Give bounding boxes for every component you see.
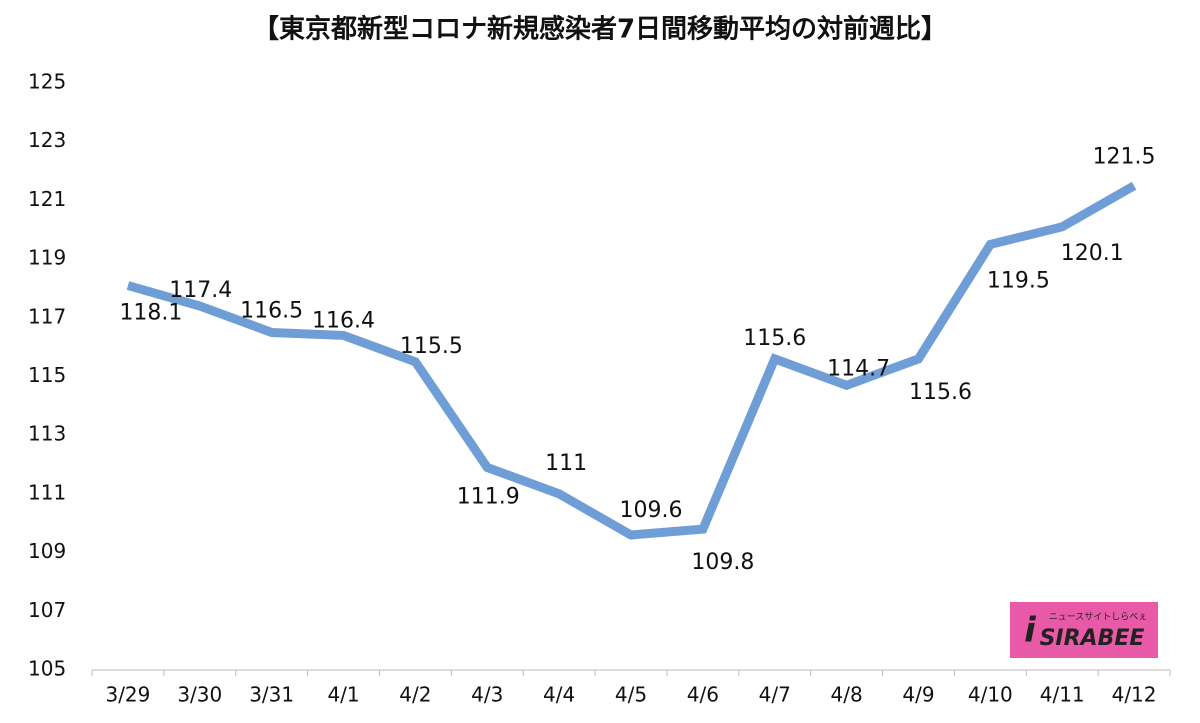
y-tick-label: 125 <box>28 70 66 94</box>
x-tick-label: 4/4 <box>543 683 575 707</box>
x-tick-label: 3/31 <box>249 683 294 707</box>
y-tick-label: 109 <box>28 539 66 563</box>
y-tick-label: 105 <box>28 657 66 681</box>
data-label: 116.4 <box>312 308 375 333</box>
logo-box <box>1010 602 1158 658</box>
x-tick-label: 4/6 <box>687 683 719 707</box>
x-tick-label: 3/30 <box>177 683 222 707</box>
x-tick-label: 3/29 <box>105 683 150 707</box>
x-tick-label: 4/8 <box>831 683 863 707</box>
logo-tagline: ニュースサイトしらべぇ <box>1049 612 1148 623</box>
line <box>126 181 1137 540</box>
x-tick-label: 4/1 <box>327 683 359 707</box>
x-tick-label: 4/10 <box>968 683 1013 707</box>
data-label: 111 <box>545 451 587 476</box>
data-label: 109.8 <box>691 550 754 575</box>
data-label: 117.4 <box>169 278 232 303</box>
data-label: 111.9 <box>457 484 520 509</box>
data-label: 115.5 <box>400 334 463 359</box>
data-label: 118.1 <box>119 301 182 326</box>
data-label: 115.6 <box>909 380 972 405</box>
x-tick-label: 4/3 <box>471 683 503 707</box>
data-label: 115.6 <box>743 326 806 351</box>
x-tick-label: 4/7 <box>759 683 791 707</box>
y-tick-label: 117 <box>28 304 66 328</box>
logo-text: SIRABEE <box>1040 626 1145 651</box>
y-tick-label: 107 <box>28 598 66 622</box>
x-tick-label: 4/9 <box>902 683 934 707</box>
y-tick-label: 113 <box>28 422 66 446</box>
x-tick-label: 4/5 <box>615 683 647 707</box>
data-label: 116.5 <box>240 298 303 323</box>
x-tick-label: 4/12 <box>1112 683 1157 707</box>
y-tick-label: 115 <box>28 363 66 387</box>
x-tick-label: 4/2 <box>399 683 431 707</box>
data-label: 121.5 <box>1093 145 1156 170</box>
y-tick-label: 111 <box>28 480 66 504</box>
logo-icon: i <box>1024 611 1037 651</box>
data-label: 109.6 <box>620 498 683 523</box>
data-label: 119.5 <box>987 268 1050 293</box>
chart-title: 【東京都新型コロナ新規感染者7日間移動平均の対前週比】 <box>253 14 947 45</box>
y-tick-label: 119 <box>28 246 66 270</box>
logo: ニュースサイトしらべぇ SIRABEE i <box>1010 602 1158 658</box>
data-label: 120.1 <box>1061 241 1124 266</box>
y-tick-label: 123 <box>28 128 66 152</box>
y-tick-label: 121 <box>28 187 66 211</box>
data-label: 114.7 <box>827 356 890 381</box>
x-tick-label: 4/11 <box>1040 683 1085 707</box>
